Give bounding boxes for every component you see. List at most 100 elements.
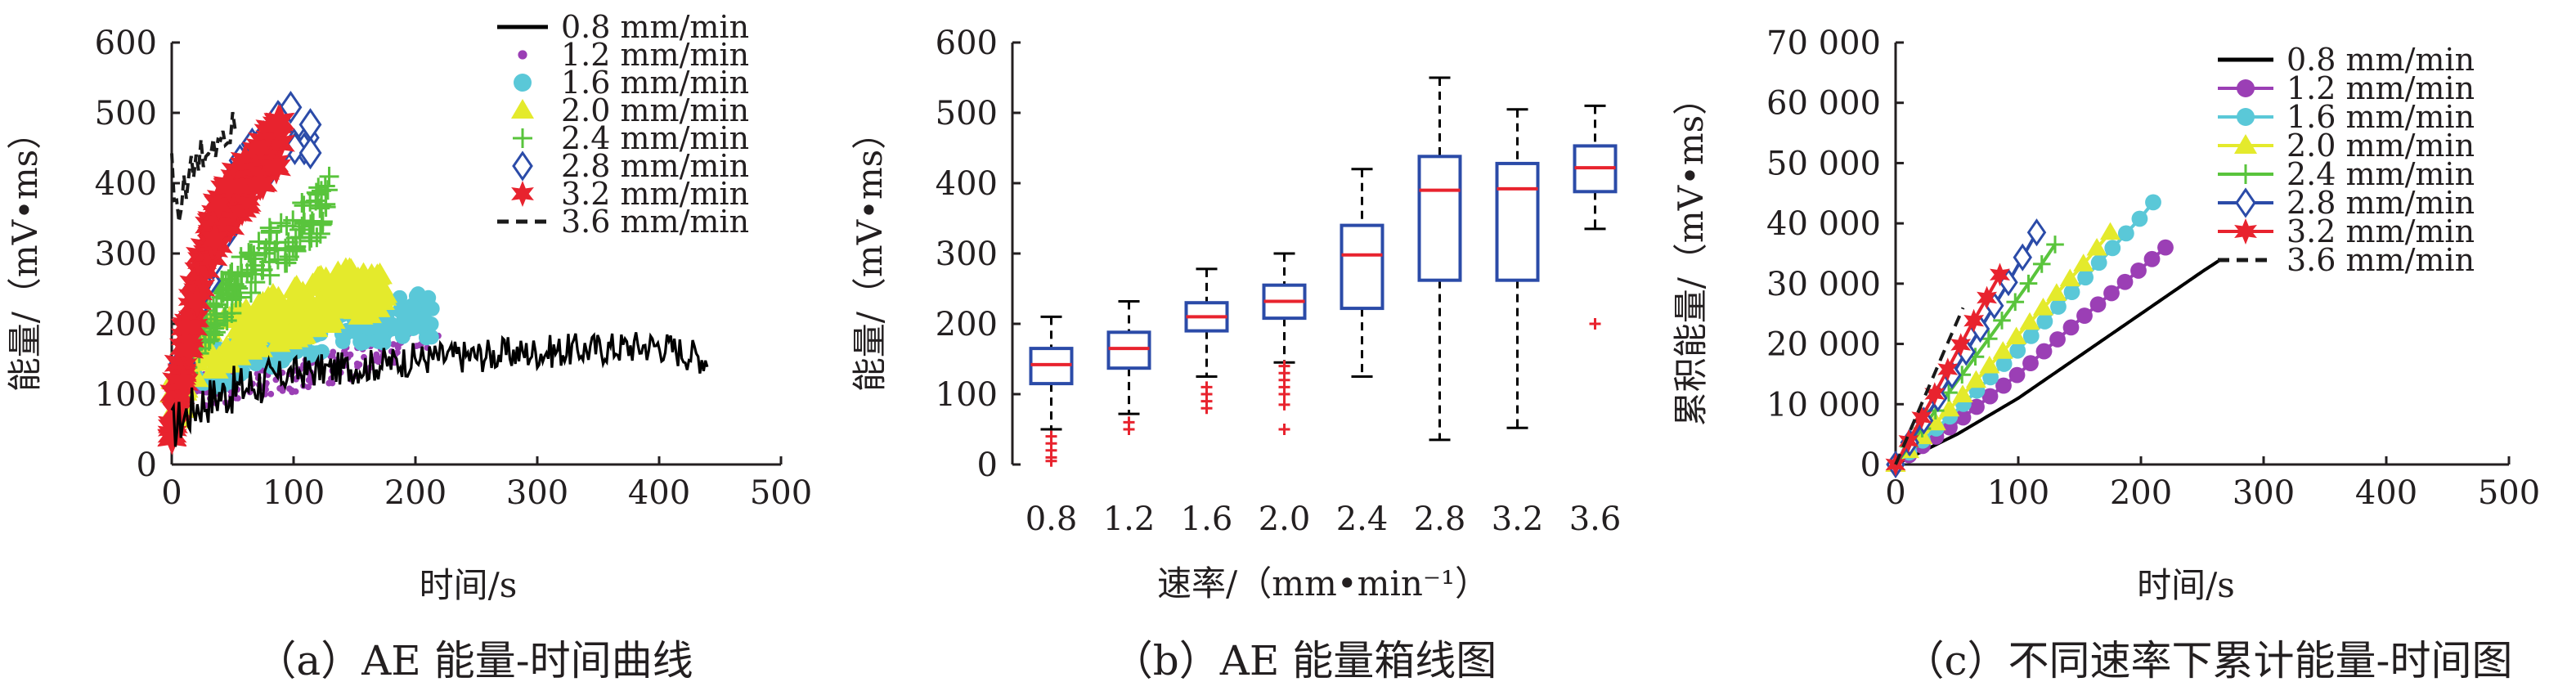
legend-label: 3.2 mm/min [2287, 213, 2475, 249]
x-axis-title: 时间/s [420, 565, 518, 605]
data-point [1911, 406, 1932, 429]
x-tick-label: 1.6 [1181, 500, 1233, 538]
series-line-3-6 [170, 111, 240, 222]
data-point [162, 393, 192, 428]
data-point [1995, 356, 2013, 372]
data-point [305, 384, 312, 391]
data-point [2130, 262, 2147, 279]
x-tick-label: 400 [628, 474, 690, 512]
data-point [2077, 269, 2094, 286]
series-line-0-8 [170, 332, 709, 447]
x-tick-label: 1.2 [1103, 500, 1156, 538]
legend-marker [518, 50, 527, 60]
data-point [2103, 285, 2120, 302]
legend-label: 0.8 mm/min [2287, 42, 2475, 78]
data-point [1950, 333, 1972, 357]
x-tick-label: 2.8 [1414, 500, 1466, 538]
data-point [262, 150, 291, 185]
legend-marker [2237, 79, 2255, 97]
data-point [292, 286, 318, 308]
data-point [347, 351, 354, 358]
data-point [222, 169, 253, 204]
outlier-point [1278, 424, 1290, 435]
x-tick-label: 0 [161, 474, 182, 512]
y-tick-label: 60 000 [1766, 85, 1881, 123]
data-point [2035, 343, 2053, 360]
y-tick-label: 0 [1860, 446, 1881, 484]
x-tick-label: 0 [1885, 474, 1905, 512]
series-line [1894, 307, 1965, 465]
data-point [224, 274, 245, 294]
outlier-point [1200, 402, 1213, 415]
caption-c: （c）不同速率下累计能量-时间图 [1904, 637, 2513, 684]
data-point [1977, 285, 1997, 310]
legend-label: 2.0 mm/min [2287, 128, 2475, 164]
y-tick-label: 100 [95, 376, 157, 414]
data-point [2157, 239, 2174, 256]
data-point [271, 213, 291, 233]
y-axis-title: 累积能量/（mV•ms） [1671, 81, 1711, 426]
legend-label: 1.2 mm/min [561, 37, 749, 73]
legend-marker [2234, 218, 2257, 245]
data-point [289, 388, 296, 396]
data-point [204, 304, 225, 325]
data-point [199, 342, 225, 365]
x-tick-label: 200 [2110, 474, 2172, 512]
legend-marker [511, 99, 534, 119]
legend-marker [511, 181, 534, 207]
data-point [424, 329, 439, 345]
caption-a: （a）AE 能量-时间曲线 [255, 637, 693, 684]
data-point [291, 321, 316, 343]
data-point [217, 311, 237, 331]
data-point [325, 379, 333, 387]
data-point [2026, 218, 2047, 247]
y-tick-label: 0 [977, 446, 998, 484]
legend-label: 0.8 mm/min [561, 9, 749, 45]
caption-b: （b）AE 能量箱线图 [1112, 637, 1497, 684]
box-iqr [1417, 155, 1462, 282]
legend-marker [513, 128, 532, 148]
data-point [307, 227, 327, 248]
data-point [2032, 255, 2051, 273]
outlier-point [1278, 388, 1290, 400]
data-point [1939, 398, 1960, 417]
data-point [2090, 254, 2107, 271]
data-point [1924, 382, 1945, 406]
data-point [218, 192, 249, 227]
x-axis-title: 速率/（mm•min⁻¹） [1157, 563, 1489, 604]
data-point [227, 192, 258, 227]
data-point [1937, 357, 1959, 381]
data-point [2022, 355, 2039, 372]
legend-label: 1.6 mm/min [561, 65, 749, 101]
data-point [1995, 377, 2012, 394]
box-iqr [1340, 223, 1384, 311]
data-point [307, 183, 327, 204]
legend-label: 2.8 mm/min [561, 148, 749, 184]
data-point [319, 166, 339, 186]
data-point [370, 288, 395, 311]
data-point [265, 240, 285, 260]
data-point [1963, 308, 1985, 333]
legend-marker [512, 150, 533, 182]
data-point [300, 214, 321, 235]
data-point [226, 343, 252, 366]
data-point [273, 301, 299, 323]
legend-label: 2.0 mm/min [561, 92, 749, 128]
y-axis-title: 能量/（mV•ms） [5, 115, 45, 392]
data-point [2049, 331, 2066, 348]
data-point [1898, 429, 1919, 453]
data-point [201, 356, 227, 379]
energy-time-chart: 0 100 200 300 400 500 600 0 100 200 300 400 500 时间/s 能… [5, 9, 812, 605]
x-tick-label: 300 [2233, 474, 2295, 512]
data-point [2104, 240, 2121, 257]
data-point [254, 243, 275, 263]
x-tick-label: 500 [750, 474, 812, 512]
legend-marker [2236, 164, 2255, 184]
data-point [221, 264, 241, 285]
data-point [317, 180, 338, 200]
data-point [356, 334, 371, 351]
cumulative-energy-chart: 0 10 000 20 000 30 000 40 000 50 000 60 000 70 … [1671, 25, 2540, 605]
y-tick-label: 40 000 [1766, 205, 1881, 243]
data-point [1979, 355, 2000, 374]
